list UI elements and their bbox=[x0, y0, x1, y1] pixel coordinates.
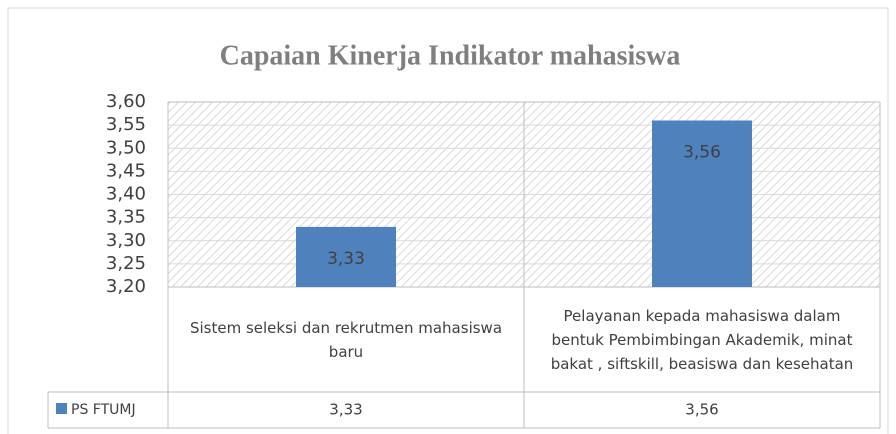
table-value: 3,33 bbox=[329, 401, 362, 419]
data-label: 3,56 bbox=[683, 143, 721, 163]
y-tick-label: 3,50 bbox=[106, 137, 146, 158]
x-tick-label: Pelayanan kepada mahasiswa dalam bentuk … bbox=[550, 306, 854, 373]
y-tick-label: 3,40 bbox=[106, 184, 146, 205]
y-tick-label: 3,30 bbox=[106, 230, 146, 251]
data-label: 3,33 bbox=[327, 249, 365, 269]
y-tick-label: 3,35 bbox=[106, 207, 146, 228]
chart-title: Capaian Kinerja Indikator mahasiswa bbox=[220, 40, 681, 71]
legend-label: PS FTUMJ bbox=[71, 402, 136, 418]
y-tick-label: 3,20 bbox=[106, 276, 146, 297]
bar bbox=[652, 120, 752, 287]
y-tick-label: 3,45 bbox=[106, 160, 146, 181]
legend-swatch bbox=[56, 403, 67, 414]
y-tick-label: 3,55 bbox=[106, 114, 146, 135]
y-tick-label: 3,60 bbox=[106, 91, 146, 112]
bar bbox=[296, 226, 396, 287]
y-tick-label: 3,25 bbox=[106, 253, 146, 274]
x-tick-label: Sistem seleksi dan rekrutmen mahasiswa b… bbox=[189, 318, 503, 361]
table-value: 3,56 bbox=[685, 401, 718, 419]
